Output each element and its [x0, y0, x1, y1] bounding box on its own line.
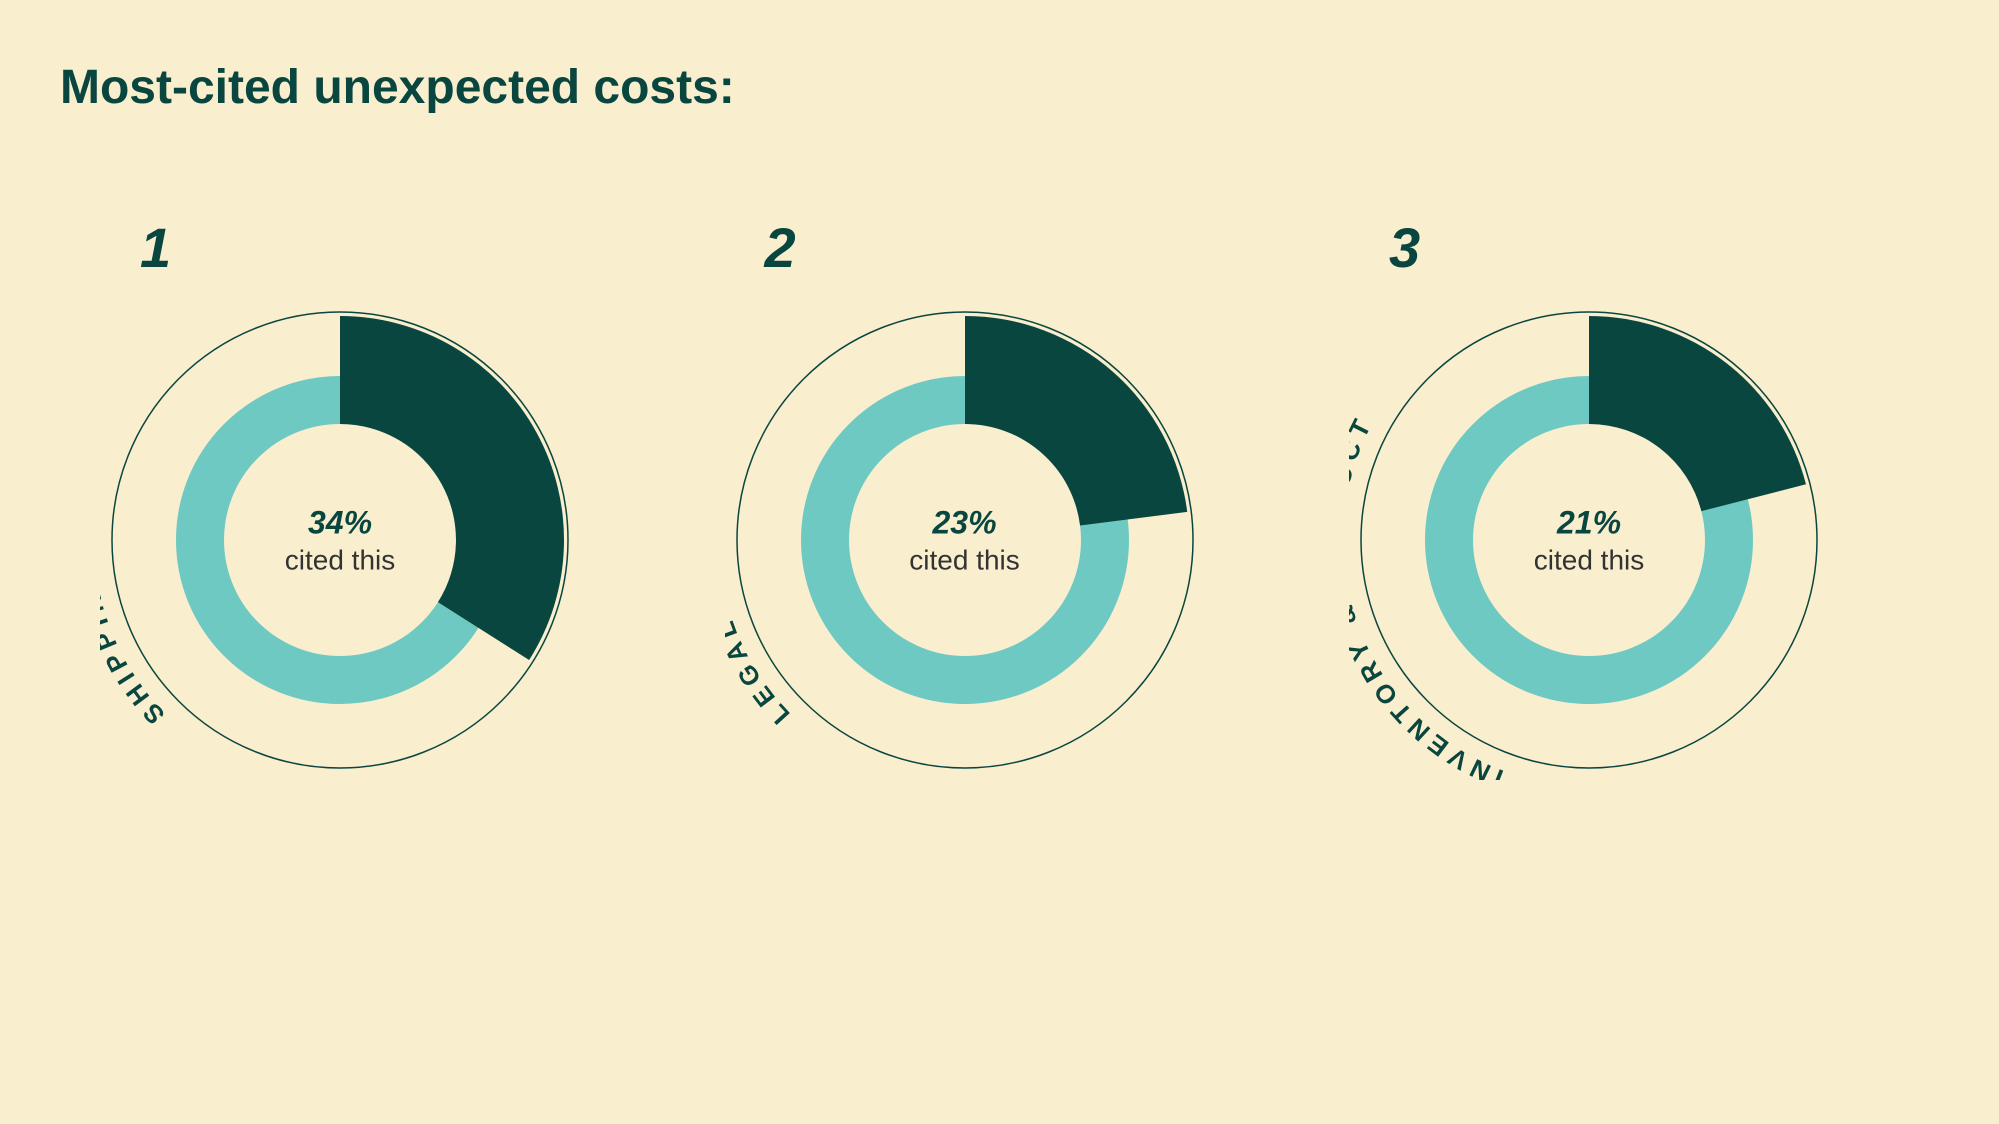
center-subtext: cited this [285, 543, 396, 578]
center-label: 23%cited this [909, 503, 1020, 578]
rank-number: 2 [765, 215, 796, 280]
rank-number: 3 [1389, 215, 1420, 280]
highlight-arc [340, 316, 564, 660]
chart-cell: 3 INVENTORY & PRODUCT21%cited this [1349, 215, 1899, 780]
center-percent: 34% [285, 503, 396, 543]
charts-row: 1SHIPPING34%cited this2LEGAL23%cited thi… [60, 215, 1939, 780]
chart-cell: 1 SHIPPING 34%cited this [100, 215, 650, 780]
center-percent: 23% [909, 503, 1020, 543]
center-label: 34%cited this [285, 503, 396, 578]
page-title: Most-cited unexpected costs: [60, 60, 1939, 115]
infographic-page: Most-cited unexpected costs: 1 SHIPPING 34… [0, 0, 1999, 1124]
rank-number: 1 [140, 215, 171, 280]
donut-chart: SHIPPING 34%cited this [100, 300, 580, 780]
arc-label: SHIPPING [100, 560, 170, 730]
center-subtext: cited this [1534, 543, 1645, 578]
chart-cell: 2 LEGAL 23%cited this [725, 215, 1275, 780]
highlight-arc [1589, 316, 1806, 511]
donut-chart: LEGAL 23%cited this [725, 300, 1205, 780]
arc-label: LEGAL [725, 612, 795, 730]
donut-chart: INVENTORY & PRODUCT21%cited this [1349, 300, 1829, 780]
center-percent: 21% [1534, 503, 1645, 543]
center-label: 21%cited this [1534, 503, 1645, 578]
highlight-arc [965, 316, 1187, 525]
center-subtext: cited this [909, 543, 1020, 578]
